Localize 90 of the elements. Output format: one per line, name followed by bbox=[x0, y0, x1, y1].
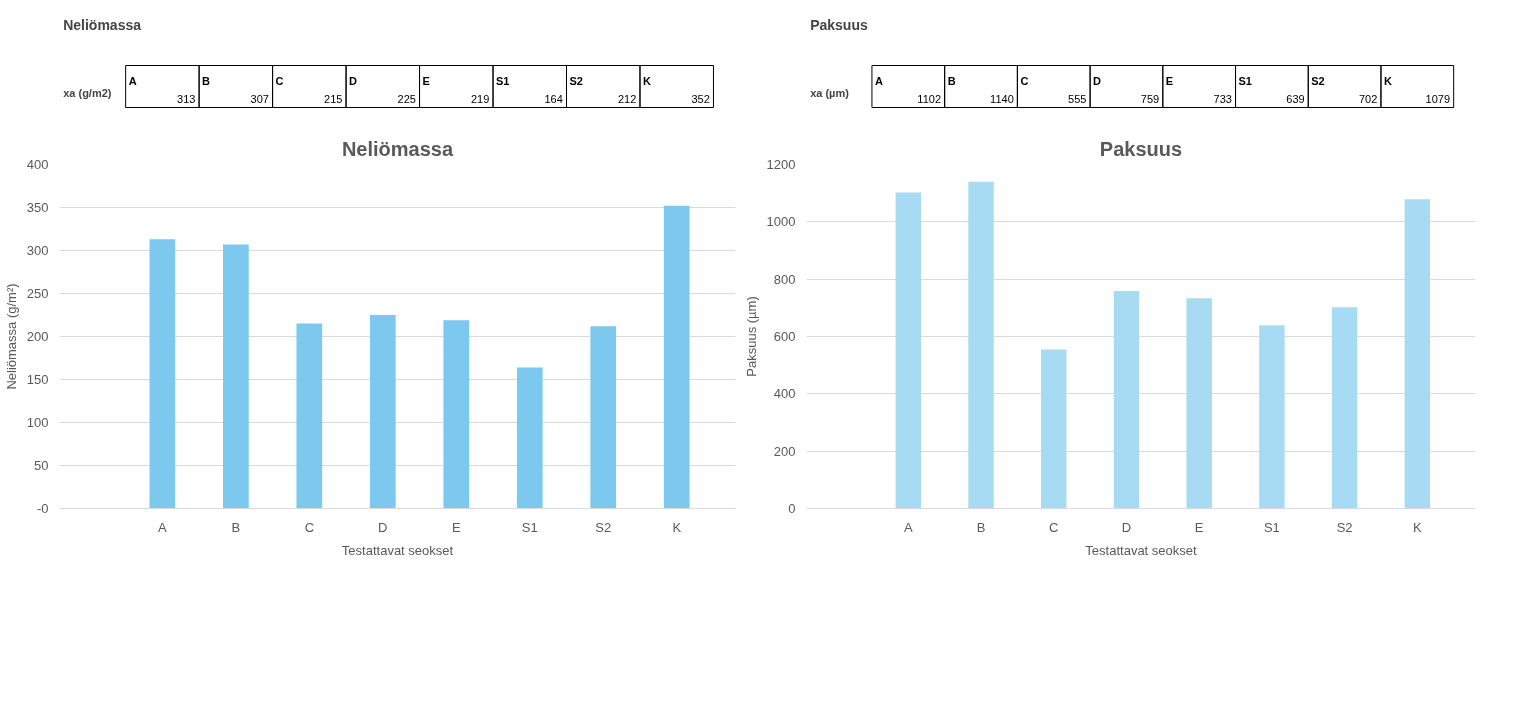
data-label: 313 bbox=[177, 92, 196, 105]
data-label: 164 bbox=[544, 92, 563, 105]
category-label: D bbox=[349, 74, 358, 87]
y-axis-title: Neliömassa (g/m²) bbox=[3, 283, 19, 390]
text: Neliömassa bbox=[63, 16, 142, 33]
x-tick-label: D bbox=[378, 519, 388, 535]
x-tick-label: S1 bbox=[521, 519, 538, 535]
data-label: 702 bbox=[1358, 92, 1378, 105]
x-axis-title: Testattavat seokset bbox=[341, 542, 454, 558]
bar bbox=[1331, 307, 1358, 509]
x-tick-label: C bbox=[1049, 519, 1059, 535]
x-tick-label: A bbox=[158, 519, 168, 535]
bar bbox=[1186, 298, 1212, 509]
x-axis-title: Testattavat seokset bbox=[1085, 542, 1198, 558]
category-label: D bbox=[1093, 74, 1102, 87]
category-label: A bbox=[874, 74, 883, 87]
bar bbox=[149, 239, 176, 509]
category-label: E bbox=[422, 74, 430, 87]
category-label: S2 bbox=[1311, 74, 1325, 87]
data-label: 1140 bbox=[990, 92, 1014, 105]
x-tick-label: B bbox=[231, 519, 241, 535]
text: xa (g/m2) bbox=[63, 86, 112, 99]
x-tick-label: B bbox=[976, 519, 986, 535]
bar bbox=[369, 315, 396, 509]
bar bbox=[443, 320, 470, 509]
bar bbox=[1113, 290, 1140, 509]
y-tick-label: 1000 bbox=[766, 214, 796, 230]
y-axis-title: Paksuus (µm) bbox=[743, 296, 759, 377]
y-tick-label: -0 bbox=[36, 501, 49, 516]
y-tick-label: 200 bbox=[26, 329, 49, 344]
data-label: 1079 bbox=[1425, 92, 1451, 105]
data-label: 212 bbox=[617, 92, 637, 105]
y-tick-label: 150 bbox=[26, 372, 49, 387]
category-label: C bbox=[275, 74, 284, 87]
x-tick-label: K bbox=[1412, 519, 1422, 535]
category-label: K bbox=[642, 74, 651, 87]
data-label: 1102 bbox=[917, 92, 942, 105]
category-label: S1 bbox=[1238, 74, 1252, 87]
bar bbox=[1404, 199, 1431, 509]
y-tick-label: 300 bbox=[26, 243, 49, 258]
text: xa (µm) bbox=[810, 86, 850, 99]
category-label: K bbox=[1383, 74, 1392, 87]
data-label: 639 bbox=[1286, 92, 1305, 105]
category-label: A bbox=[128, 74, 137, 87]
category-label: B bbox=[947, 74, 956, 87]
y-tick-label: 200 bbox=[773, 443, 796, 459]
category-label: B bbox=[202, 74, 211, 87]
y-tick-label: 100 bbox=[26, 415, 49, 430]
bar bbox=[296, 323, 323, 509]
text: Paksuus bbox=[810, 16, 868, 33]
data-label: 307 bbox=[250, 92, 269, 105]
category-label: C bbox=[1020, 74, 1029, 87]
x-tick-label: C bbox=[304, 519, 315, 535]
y-tick-label: 350 bbox=[26, 200, 49, 215]
bar bbox=[516, 367, 543, 509]
chart-title: Neliömassa bbox=[341, 137, 454, 160]
chart-title: Paksuus bbox=[1099, 137, 1183, 160]
x-tick-label: D bbox=[1121, 519, 1132, 535]
x-tick-label: A bbox=[903, 519, 913, 535]
data-label: 215 bbox=[324, 92, 343, 105]
bar bbox=[590, 326, 617, 509]
bar bbox=[1259, 325, 1285, 509]
bar bbox=[222, 244, 249, 509]
y-tick-label: 800 bbox=[773, 271, 796, 287]
y-tick-label: 600 bbox=[773, 329, 796, 344]
bar bbox=[968, 181, 994, 509]
data-label: 733 bbox=[1213, 92, 1232, 105]
category-label: S1 bbox=[496, 74, 510, 87]
x-tick-label: E bbox=[451, 519, 461, 535]
bar bbox=[663, 205, 690, 509]
x-tick-label: S2 bbox=[1336, 519, 1353, 535]
bar bbox=[895, 192, 922, 509]
x-tick-label: E bbox=[1194, 519, 1204, 535]
data-label: 555 bbox=[1068, 92, 1087, 105]
x-tick-label: S1 bbox=[1263, 519, 1280, 535]
y-tick-label: 0 bbox=[788, 501, 796, 516]
bar bbox=[1041, 349, 1067, 509]
y-tick-label: 250 bbox=[26, 286, 49, 301]
x-tick-label: K bbox=[672, 519, 682, 535]
data-label: 219 bbox=[470, 92, 490, 105]
data-label: 759 bbox=[1140, 92, 1160, 105]
x-tick-label: S2 bbox=[595, 519, 612, 535]
data-label: 352 bbox=[691, 92, 710, 105]
y-tick-label: 1200 bbox=[766, 157, 796, 172]
y-tick-label: 50 bbox=[34, 458, 49, 473]
category-label: S2 bbox=[569, 74, 583, 87]
category-label: E bbox=[1165, 74, 1174, 87]
y-tick-label: 400 bbox=[26, 157, 49, 172]
data-label: 225 bbox=[397, 92, 416, 105]
y-tick-label: 400 bbox=[773, 386, 796, 402]
